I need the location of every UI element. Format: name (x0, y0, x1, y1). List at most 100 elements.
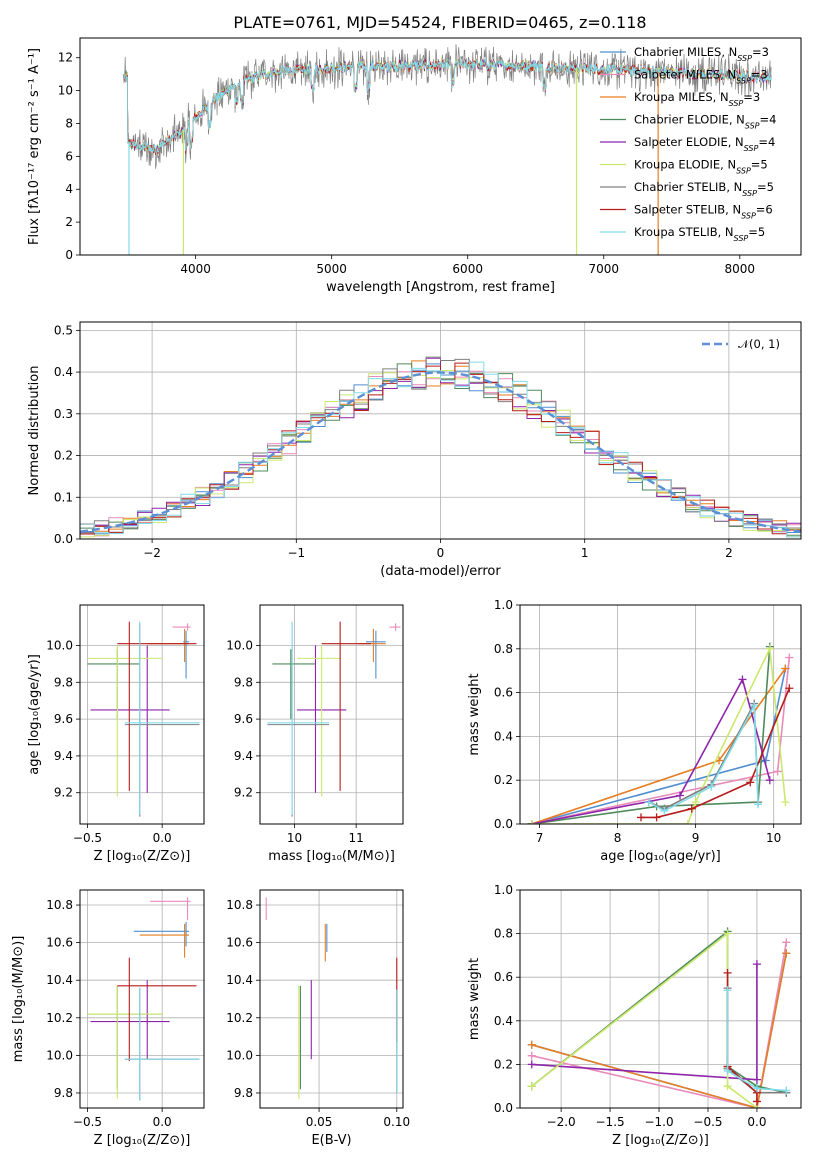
y-tick-label: 9.4 (234, 749, 253, 763)
y-tick-label: 1.0 (494, 883, 513, 897)
legend-label: Kroupa STELIB, NSSP=5 (634, 225, 765, 243)
legend-label: Chabrier ELODIE, NSSP=4 (634, 113, 776, 131)
mass-weight-marker (785, 684, 794, 693)
x-tick-label: 0.0 (153, 831, 172, 845)
mass-weight-marker (782, 938, 791, 947)
histogram-steps (80, 356, 801, 534)
axes-frame (79, 889, 205, 1109)
x-tick-label: 7 (536, 831, 544, 845)
x-axis-label: E(B-V) (311, 1133, 351, 1148)
mass-weight-marker (781, 664, 790, 673)
mass-weight-marker (752, 1084, 761, 1093)
mass-weight-marker (782, 949, 791, 958)
axes-frame (519, 889, 802, 1109)
mass-weight-marker (527, 1040, 536, 1049)
mass-weight-marker (785, 653, 794, 662)
mass-weight-marker (723, 986, 732, 995)
x-tick-label: 8 (614, 831, 622, 845)
plot-area (267, 621, 401, 817)
x-tick-label: −1.0 (644, 1115, 673, 1129)
y-tick-label: 9.8 (234, 1086, 253, 1100)
mass-weight-marker (738, 675, 747, 684)
mass-weight-marker (750, 701, 759, 710)
y-tick-label: 10.2 (46, 1011, 73, 1025)
y-tick-label: 0.4 (54, 365, 73, 379)
x-tick-label: 4000 (180, 262, 211, 276)
panel-mass_vs_ebv: 0.05 0.10 9.8 10.0 10.2 10.4 10.6 10.8 E(B-V) (226, 889, 410, 1148)
x-axis-label: Z [log₁₀(Z/Z⊙)] (612, 1133, 709, 1148)
figure-title: PLATE=0761, MJD=54524, FIBERID=0465, z=0… (233, 13, 646, 32)
mass-weight-marker (752, 1097, 761, 1106)
y-tick-label: 10.8 (226, 898, 253, 912)
legend-label: Chabrier STELIB, NSSP=5 (634, 180, 774, 198)
mass-weight-marker (691, 798, 700, 807)
x-tick-label: −1.5 (596, 1115, 625, 1129)
plot-area (527, 927, 791, 1108)
mass-weight-marker (683, 820, 692, 824)
y-tick-label: 10.6 (46, 936, 73, 950)
axes-frame (79, 604, 205, 825)
y-tick-label: 6 (65, 149, 73, 163)
y-tick-label: 9.4 (54, 749, 73, 763)
y-tick-label: 9.8 (54, 1086, 73, 1100)
y-tick-label: 1.0 (494, 598, 513, 612)
x-tick-label: 6000 (452, 262, 483, 276)
y-tick-label: 0.0 (54, 532, 73, 546)
axes-frame (259, 604, 404, 825)
panel-spectrum: 4000 5000 6000 7000 8000 0 2 4 6 8 10 12 wavelength … (27, 37, 802, 295)
mass-weight-marker (752, 960, 761, 969)
legend-label: Kroupa MILES, NSSP=3 (634, 90, 760, 108)
mass-weight-marker (782, 1086, 791, 1095)
y-axis-label: age [log₁₀(age/yr)] (27, 654, 42, 775)
mass-weight-line (531, 668, 787, 824)
gaussian-curve (80, 371, 801, 533)
x-tick-label: −0.5 (73, 1115, 102, 1129)
mass-weight-marker (527, 1051, 536, 1060)
x-tick-label: 10 (766, 831, 781, 845)
plot-area (265, 897, 398, 1099)
mass-weight-line (531, 677, 771, 824)
y-tick-label: 9.8 (54, 675, 73, 689)
spectrum-line (123, 44, 772, 169)
y-tick-label: 0.0 (494, 817, 513, 831)
legend-label: Salpeter STELIB, NSSP=6 (634, 203, 773, 221)
y-tick-label: 0.8 (494, 642, 513, 656)
axes-frame (519, 604, 802, 825)
mass-weight-marker (781, 798, 790, 807)
x-tick-label: 7000 (588, 262, 619, 276)
y-tick-label: 0.2 (54, 449, 73, 463)
y-axis-label: mass [log₁₀(M/M⊙)] (11, 936, 26, 1063)
x-tick-label: 8000 (725, 262, 756, 276)
mass-weight-line (531, 942, 788, 1108)
x-tick-label: −1 (287, 546, 305, 560)
x-tick-label: 0.10 (383, 1115, 410, 1129)
mass-weight-marker (660, 806, 669, 815)
y-tick-label: 0 (65, 248, 73, 262)
x-tick-label: 5000 (316, 262, 347, 276)
panel-mass_weight_vs_Z: −2.0 −1.5 −1.0 −0.5 0.0 0.0 0.2 0.4 0.6 0.8 1.0 Z [… (467, 883, 802, 1148)
mass-weight-marker (687, 804, 696, 813)
axes-frame (79, 321, 802, 540)
x-tick-label: 11 (349, 831, 364, 845)
mass-weight-marker (707, 782, 716, 791)
legend-label: Chabrier MILES, NSSP=3 (634, 45, 769, 63)
mass-weight-line (531, 668, 787, 824)
mass-weight-marker (723, 929, 732, 938)
y-tick-label: 10.0 (226, 1048, 253, 1062)
y-tick-label: 10.0 (226, 638, 253, 652)
axes-frame (79, 37, 802, 256)
x-tick-label: 0 (437, 546, 445, 560)
mass-weight-marker (527, 1060, 536, 1069)
spectrum-line (123, 57, 772, 155)
mass-weight-marker (652, 813, 661, 822)
y-axis-label: Normed distribution (27, 366, 42, 496)
y-tick-label: 9.2 (54, 786, 73, 800)
mass-weight-marker (723, 1066, 732, 1075)
x-axis-label: Z [log₁₀(Z/Z⊙)] (94, 849, 191, 864)
axes-frame (259, 889, 404, 1109)
mass-weight-marker (752, 1075, 761, 1084)
plot-area (87, 621, 200, 817)
x-tick-label: −0.5 (693, 1115, 722, 1129)
y-tick-label: 0.4 (494, 1014, 513, 1028)
